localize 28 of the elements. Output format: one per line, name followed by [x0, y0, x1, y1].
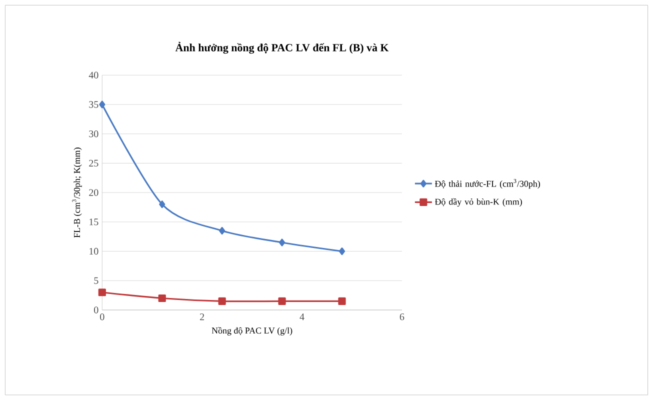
- point: [159, 200, 166, 208]
- point: [278, 297, 286, 305]
- x-tick-label: 0: [100, 313, 104, 320]
- point: [338, 247, 346, 256]
- x-tick-label: 2: [200, 313, 204, 320]
- point: [219, 226, 226, 234]
- y-tick-label: 0: [94, 306, 98, 314]
- point: [278, 238, 286, 246]
- legend-label: Độ dầy vỏ bùn-K (mm): [434, 198, 522, 207]
- point: [338, 297, 346, 305]
- y-axis-title: FL-B (cm$^{3}$/30ph; K(mm): [72, 148, 82, 238]
- x-axis-title: Nồng độ PAC LV (g/l): [212, 327, 292, 336]
- y-tick-label: 5: [94, 277, 98, 284]
- y-tick-label: 10: [90, 248, 98, 255]
- y-tick-label: 30: [89, 130, 98, 138]
- point: [218, 297, 226, 305]
- point: [99, 100, 106, 108]
- y-tick-label: 25: [89, 160, 98, 166]
- x-tick-label: 6: [400, 313, 404, 320]
- y-tick-label: 35: [89, 101, 98, 108]
- point: [158, 294, 166, 302]
- y-tick-label: 40: [88, 72, 98, 78]
- chart-title: Ảnh hưởng nồng độ PAC LV đến FL (B) và K: [175, 42, 389, 54]
- y-tick-label: 15: [90, 218, 98, 226]
- x-tick-label: 4: [300, 313, 304, 320]
- y-tick-label: 20: [89, 189, 98, 196]
- point: [98, 288, 106, 296]
- legend-label: Độ thải nước-FL (cm$^{3}$/30ph): [434, 178, 540, 189]
